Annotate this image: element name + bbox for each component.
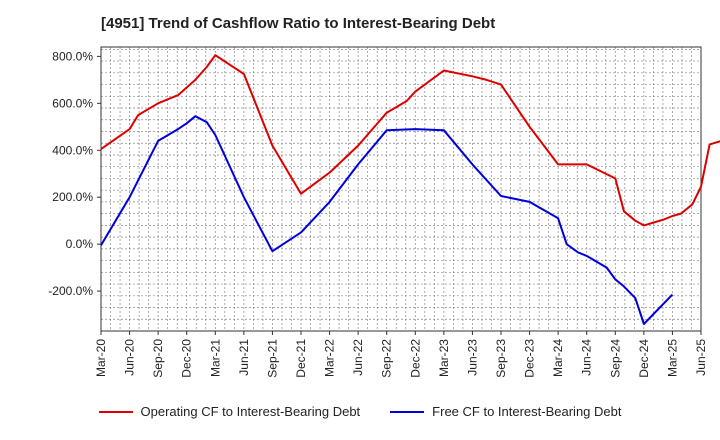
y-tick-label: 800.0% — [52, 49, 93, 63]
x-tick-label: Jun-25 — [694, 339, 708, 376]
x-tick-label: Jun-22 — [351, 339, 365, 376]
legend-label-operating-cf: Operating CF to Interest-Bearing Debt — [140, 404, 361, 419]
legend-item-free-cf: Free CF to Interest-Bearing Debt — [390, 404, 621, 419]
plot-area — [101, 47, 701, 331]
x-tick-label: Mar-21 — [208, 339, 222, 377]
series-line-operating-cf — [100, 54, 720, 227]
x-tick-label: Mar-25 — [665, 339, 679, 377]
series-line-free-cf — [100, 115, 674, 325]
x-tick-label: Sep-21 — [265, 339, 279, 378]
y-tick-label: 0.0% — [66, 237, 94, 251]
x-tick-label: Dec-20 — [180, 339, 194, 378]
x-tick-label: Mar-24 — [551, 339, 565, 377]
x-tick-label: Sep-24 — [608, 339, 622, 378]
x-tick-label: Mar-23 — [437, 339, 451, 377]
y-tick-label: 200.0% — [52, 190, 93, 204]
y-tick-label: 600.0% — [52, 96, 93, 110]
x-tick-label: Jun-21 — [237, 339, 251, 376]
legend-label-free-cf: Free CF to Interest-Bearing Debt — [432, 404, 622, 419]
plot-frame — [100, 46, 702, 332]
y-tick-label: -200.0% — [48, 284, 93, 298]
x-tick-label: Dec-23 — [523, 339, 537, 378]
legend-item-operating-cf: Operating CF to Interest-Bearing Debt — [98, 404, 361, 419]
chart-title: [4951] Trend of Cashflow Ratio to Intere… — [101, 15, 496, 32]
y-tick-label: 400.0% — [52, 143, 93, 157]
x-tick-label: Dec-21 — [294, 339, 308, 378]
x-tick-label: Jun-23 — [465, 339, 479, 376]
legend-swatch-operating-cf — [98, 410, 133, 413]
x-tick-label: Jun-24 — [580, 339, 594, 376]
x-tick-label: Jun-20 — [123, 339, 137, 376]
x-tick-label: Dec-24 — [637, 339, 651, 378]
chart-legend: Operating CF to Interest-Bearing Debt Fr… — [0, 404, 720, 419]
x-tick-label: Sep-22 — [380, 339, 394, 378]
x-tick-label: Mar-22 — [323, 339, 337, 377]
x-tick-label: Sep-23 — [494, 339, 508, 378]
x-tick-label: Dec-22 — [408, 339, 422, 378]
x-tick-label: Mar-20 — [94, 339, 108, 377]
x-tick-label: Sep-20 — [151, 339, 165, 378]
legend-swatch-free-cf — [390, 410, 425, 413]
